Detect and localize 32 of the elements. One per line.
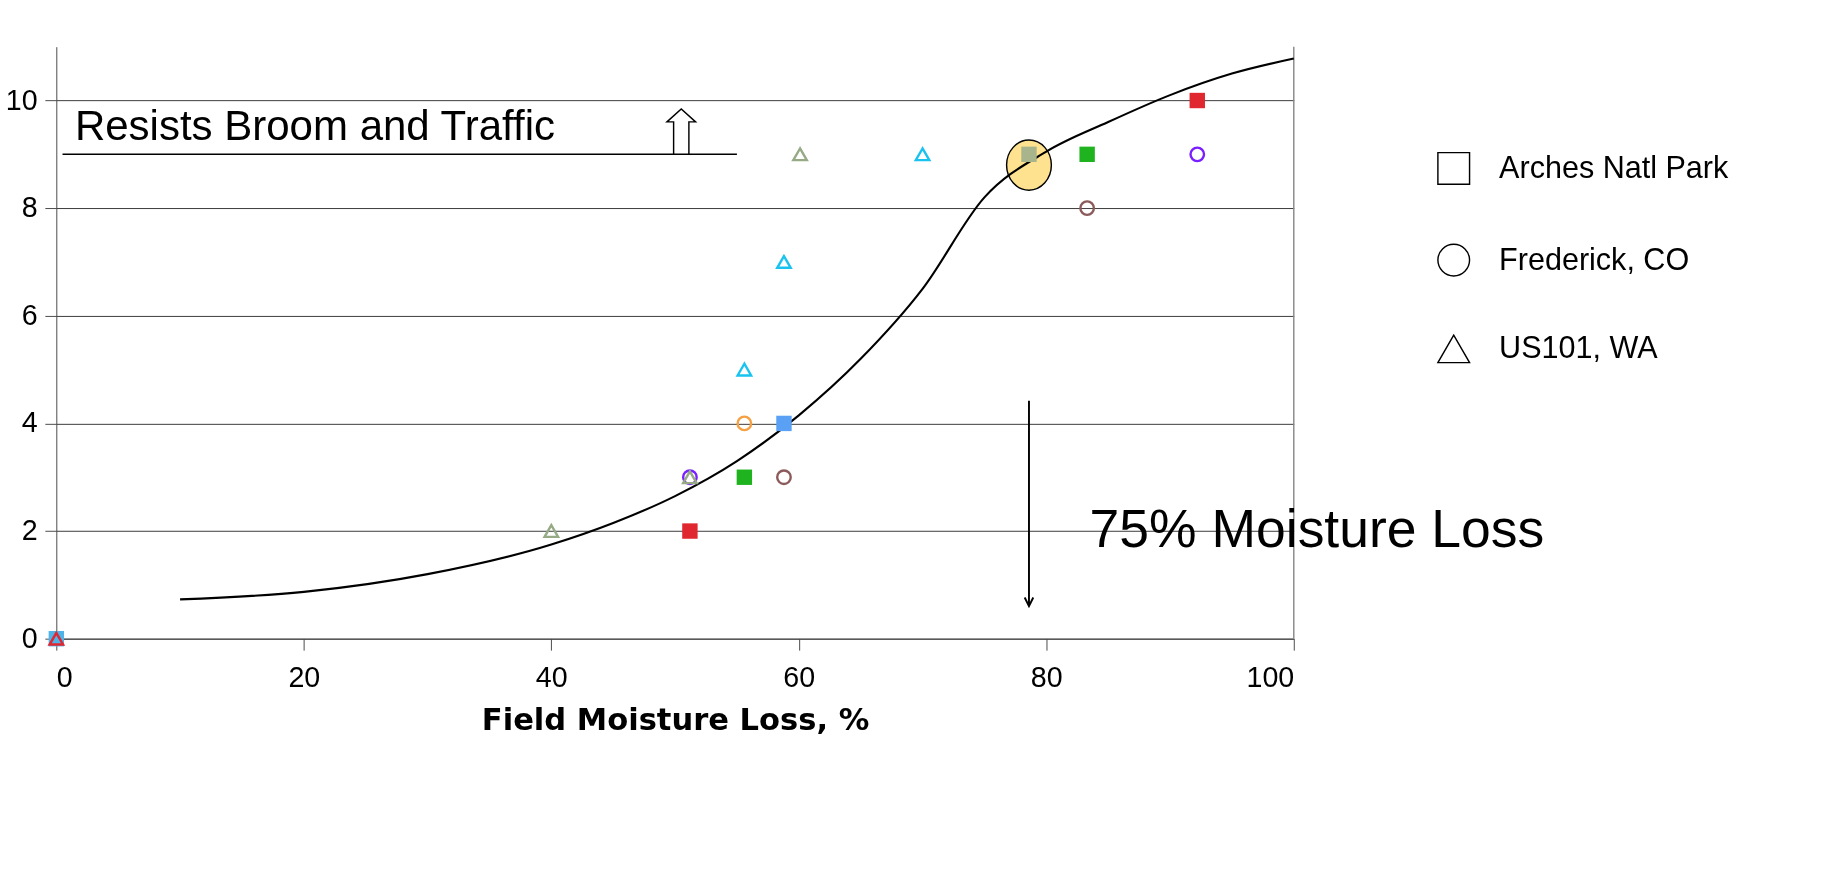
point bbox=[1021, 146, 1037, 163]
point bbox=[682, 523, 698, 539]
point bbox=[736, 415, 753, 432]
annotation: Resists Broom and Traffic bbox=[74, 102, 555, 150]
point bbox=[776, 254, 792, 270]
text: US101, WA bbox=[1499, 330, 1659, 365]
point bbox=[792, 147, 808, 162]
text: Frederick, CO bbox=[1499, 241, 1690, 276]
y-tick-label: 0 bbox=[21, 621, 38, 654]
x-tick-label: 0 bbox=[56, 660, 73, 693]
y-tick-label: 6 bbox=[21, 298, 38, 331]
point bbox=[776, 415, 792, 432]
point bbox=[1189, 92, 1205, 109]
y-tick-label: 8 bbox=[21, 191, 38, 224]
y-tick-label: 10 bbox=[5, 83, 38, 116]
point bbox=[1079, 200, 1096, 217]
x-axis-title: Field Moisture Loss, % bbox=[481, 701, 870, 737]
x-tick-label: 60 bbox=[783, 660, 816, 693]
y-tick-label: 4 bbox=[21, 406, 38, 439]
text: Arches Natl Park bbox=[1499, 149, 1729, 184]
x-tick-label: 80 bbox=[1030, 660, 1063, 693]
point bbox=[736, 362, 753, 377]
point bbox=[1189, 146, 1206, 163]
x-tick-label: 100 bbox=[1246, 660, 1295, 693]
point bbox=[1079, 146, 1095, 163]
x-tick-label: 20 bbox=[288, 660, 321, 693]
point bbox=[914, 147, 931, 162]
x-tick-label: 40 bbox=[535, 660, 568, 693]
point bbox=[543, 524, 560, 539]
point bbox=[776, 469, 792, 486]
y-tick-label: 2 bbox=[21, 514, 38, 547]
point bbox=[736, 469, 753, 485]
